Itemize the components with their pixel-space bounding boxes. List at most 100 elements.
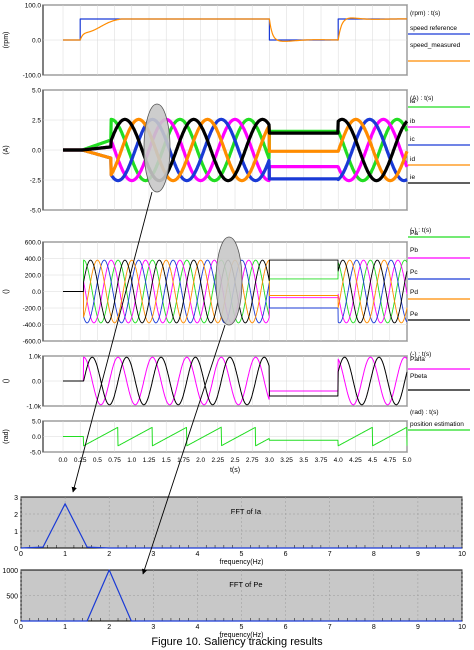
series-fft_ia (20, 503, 462, 549)
ytick-label-saliency: 400.0 (25, 256, 42, 263)
ytick-label-alphabeta: -1.0k (27, 404, 42, 411)
arrow-to-fft-pe (141, 324, 226, 575)
legend-label-currents-0: ia (410, 98, 415, 105)
ytick-label-saliency: -400.0 (23, 322, 42, 329)
xtick-label-time: 3.0 (265, 457, 274, 464)
legend-label-currents-4: ie (410, 174, 415, 181)
xtick-label-fft_pe: 8 (372, 624, 376, 631)
xtick-label-fft_ia: 2 (107, 551, 111, 558)
legend-unit-speed: (rpm) : t(s) (410, 10, 440, 17)
xtick-label-fft_pe: 3 (151, 624, 155, 631)
arrow-to-fft-ia (71, 191, 153, 493)
ylabel-position: (rad) (3, 429, 10, 444)
series-current-ib (61, 117, 409, 183)
legend-unit-position: (rad) : t(s) (410, 409, 439, 416)
legend-label-saliency-1: Pb (410, 247, 418, 254)
xtick-label-fft_pe: 5 (240, 624, 244, 631)
xtick-label-time: 2.0 (196, 457, 205, 464)
legend-label-speed-1: speed_measured (410, 42, 461, 49)
xlabel-fft_ia: frequency(Hz) (220, 559, 264, 566)
ytick-label-saliency: 0.0 (32, 289, 41, 296)
legend-label-saliency-3: Pd (410, 289, 418, 296)
xtick-label-time: 1.25 (143, 457, 156, 464)
xtick-label-fft_ia: 1 (63, 551, 67, 558)
xtick-label-fft_pe: 2 (107, 624, 111, 631)
xtick-label-time: 4.0 (334, 457, 343, 464)
xlabel-time: t(s) (230, 467, 240, 474)
xtick-label-time: 3.25 (280, 457, 293, 464)
xtick-label-fft_pe: 9 (416, 624, 420, 631)
ytick-label-speed: 0.0 (32, 38, 41, 45)
figure-caption: Figure 10. Saliency tracking results (151, 636, 323, 648)
series-current-ie (61, 117, 409, 183)
xtick-label-time: 0.25 (74, 457, 87, 464)
ytick-label-saliency: 600.0 (25, 240, 42, 247)
xtick-label-time: 3.75 (315, 457, 328, 464)
legend-label-currents-2: ic (410, 136, 415, 143)
xtick-label-fft_ia: 0 (19, 551, 23, 558)
series-fft_pe (21, 569, 462, 622)
xtick-label-fft_pe: 1 (63, 624, 67, 631)
ytick-label-fft_pe: 0 (14, 619, 18, 626)
ytick-label-fft_ia: 0 (14, 546, 18, 553)
legend-label-alphabeta-1: Pbeta (410, 373, 427, 380)
xtick-label-fft_ia: 4 (195, 551, 199, 558)
series-speed-reference (63, 18, 407, 41)
xtick-label-time: 1.0 (127, 457, 136, 464)
xtick-label-time: 1.5 (162, 457, 171, 464)
legend-label-currents-3: id (410, 156, 415, 163)
xtick-label-time: 1.75 (177, 457, 190, 464)
series-speed-measured (63, 17, 407, 42)
xtick-label-time: 4.5 (368, 457, 377, 464)
legend-label-saliency-4: Pe (410, 311, 418, 318)
ytick-label-position: 0.0 (32, 434, 41, 441)
title-fft_ia: FFT of Ia (231, 507, 262, 516)
xtick-label-time: 5.0 (402, 457, 411, 464)
xtick-label-time: 0.0 (58, 457, 67, 464)
series-ab-Pbeta (62, 356, 408, 406)
ytick-label-alphabeta: 0.0 (32, 379, 41, 386)
xtick-label-fft_ia: 8 (372, 551, 376, 558)
xtick-label-fft_ia: 3 (151, 551, 155, 558)
ylabel-saliency: () (3, 289, 10, 294)
legend-label-speed-0: speed reference (410, 25, 457, 32)
xtick-label-fft_pe: 6 (284, 624, 288, 631)
ytick-label-currents: 5.0 (32, 88, 41, 95)
ytick-label-fft_ia: 2 (14, 512, 18, 519)
xlabel-fft_pe: frequency(Hz) (220, 632, 264, 639)
legend-label-alphabeta-0: Palfa (410, 356, 425, 363)
series-ab-Palfa (62, 356, 408, 406)
ytick-label-speed: 100.0 (25, 3, 42, 10)
legend-unit-saliency: (-) : t(s) (410, 227, 431, 234)
series-position-estimation (62, 426, 408, 447)
legend-label-saliency-0: Pa (410, 230, 418, 237)
xtick-label-fft_ia: 6 (284, 551, 288, 558)
ytick-label-currents: -5.0 (30, 208, 42, 215)
legend-unit-currents: (A) : t(s) (410, 95, 433, 102)
ytick-label-currents: 2.5 (32, 118, 41, 125)
legend-label-saliency-2: Pc (410, 269, 418, 276)
title-fft_pe: FFT of Pe (229, 580, 262, 589)
xtick-label-fft_pe: 7 (328, 624, 332, 631)
ylabel-alphabeta: () (3, 379, 10, 384)
xtick-label-time: 2.5 (230, 457, 239, 464)
xtick-label-fft_ia: 5 (240, 551, 244, 558)
ytick-label-currents: 0.0 (32, 148, 41, 155)
xtick-label-fft_pe: 4 (195, 624, 199, 631)
ytick-label-saliency: -600.0 (23, 339, 42, 346)
xtick-label-time: 2.75 (246, 457, 259, 464)
ylabel-speed: (rpm) (3, 32, 10, 49)
legend-unit-alphabeta: (-) : t(s) (410, 351, 431, 358)
ytick-label-fft_pe: 500 (6, 594, 18, 601)
highlight-ellipse-saliency (215, 236, 243, 326)
ytick-label-saliency: 200.0 (25, 273, 42, 280)
xtick-label-fft_ia: 7 (328, 551, 332, 558)
xtick-label-time: 2.25 (211, 457, 224, 464)
series-current-ic (61, 117, 409, 183)
xtick-label-fft_pe: 10 (458, 624, 466, 631)
ytick-label-fft_ia: 1 (14, 529, 18, 536)
xtick-label-time: 3.5 (299, 457, 308, 464)
ytick-label-position: 5.0 (32, 419, 41, 426)
xtick-label-fft_pe: 0 (19, 624, 23, 631)
